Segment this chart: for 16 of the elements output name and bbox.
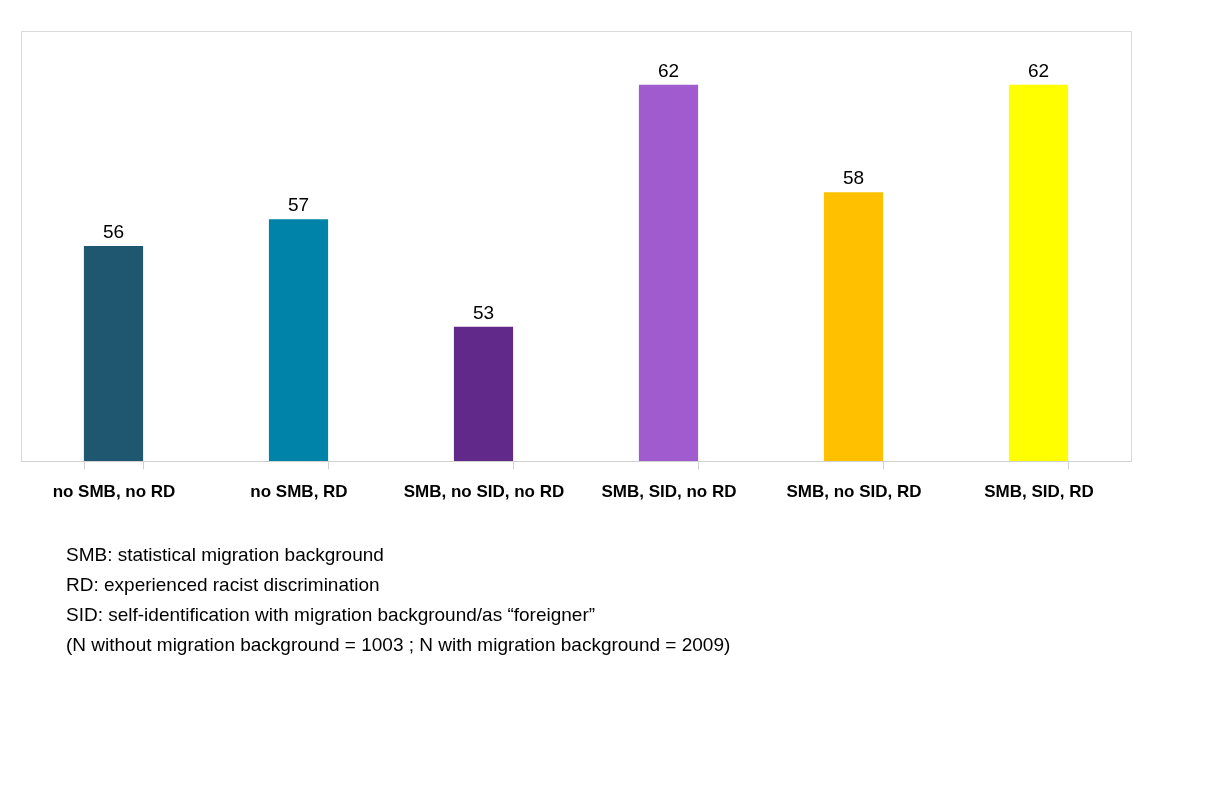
x-tick-label: SMB, SID, no RD — [601, 481, 737, 501]
data-label: 62 — [1027, 59, 1050, 81]
data-label: 62 — [657, 59, 680, 81]
data-label: 56 — [102, 221, 125, 242]
x-tick-label: no SMB, no RD — [52, 481, 176, 501]
data-label: 53 — [472, 301, 495, 323]
x-tick-label: SMB, no SID, RD — [786, 481, 922, 501]
x-tick-label: SMB, SID, RD — [984, 481, 1094, 501]
text: SMB: statistical migration background — [66, 544, 384, 565]
text: RD: experienced racist discrimination — [66, 574, 380, 595]
text: (N without migration background = 1003 ; N with migration background = 2009) — [66, 634, 731, 655]
data-label: 57 — [287, 194, 310, 216]
text: SID: self-identification with migration background/as “foreigner” — [66, 604, 596, 625]
data-label: 58 — [842, 167, 865, 189]
x-tick-label: SMB, no SID, no RD — [403, 481, 565, 501]
x-tick-label: no SMB, RD — [250, 481, 348, 501]
